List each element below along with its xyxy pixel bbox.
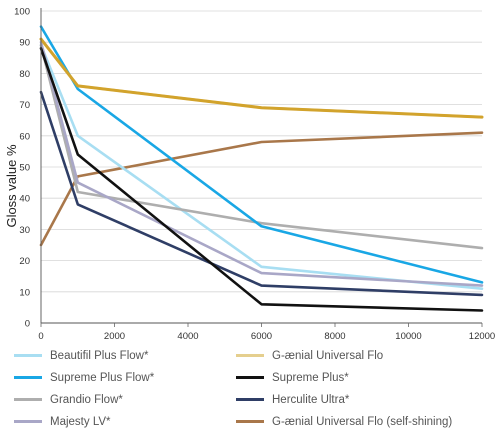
legend-swatch [236,420,264,423]
series-line-g-aenial-universal-flo-overlay [39,37,484,119]
legend-swatch [236,354,264,357]
legend-label: Beautifil Plus Flow* [50,349,149,362]
legend-label: Grandio Flow* [50,393,123,406]
y-tick-label: 10 [19,287,30,298]
y-tick-label: 30 [19,225,30,236]
series-line-beautifil-plus-flow [39,43,484,291]
legend-item-majesty-lv: Majesty LV* [14,412,236,431]
x-tick-label: 2000 [104,331,125,342]
y-tick-label: 90 [19,38,30,49]
gloss-line-chart: 0 10 20 30 40 50 60 70 80 90 100 0 2000 4000 6000 8000 1… [4,7,495,343]
legend-label: Majesty LV* [50,415,111,428]
legend-item-g-aenial-universal-flo: G-ænial Universal Flo [236,346,486,365]
y-tick-label: 40 [19,194,30,205]
series-line-g-nial-universal-flo [39,37,484,119]
y-tick-label: 50 [19,163,30,174]
x-tick-label: 10000 [395,331,421,342]
x-tick-label: 4000 [177,331,198,342]
axes [40,8,482,324]
legend-item-supreme-plus-flow: Supreme Plus Flow* [14,368,236,387]
legend-label: Herculite Ultra* [272,393,350,406]
series-line-herculite-ultra [39,90,484,297]
y-tick-label: 20 [19,256,30,267]
legend-label: Supreme Plus Flow* [50,371,155,384]
series-line-majesty-lv [39,40,484,287]
legend-swatch [14,376,42,379]
x-tick-label: 12000 [469,331,495,342]
y-tick-label: 0 [25,319,30,330]
series-lines [39,25,484,312]
series-line-grandio-flow [39,43,484,250]
y-axis-label: Gloss value % [4,144,19,228]
y-tick-label: 70 [19,100,30,111]
x-tick-label: 8000 [324,331,345,342]
legend-item-supreme-plus: Supreme Plus* [236,368,486,387]
series-line-supreme-plus [39,47,484,312]
legend-label: Supreme Plus* [272,371,349,384]
series-line-g-nial-universal-flo-self-shining [39,131,484,247]
legend-swatch [236,376,264,379]
legend-label: G-ænial Universal Flo [272,349,384,362]
x-tick-label: 6000 [251,331,272,342]
x-tick-label: 0 [38,331,43,342]
legend-item-herculite-ultra: Herculite Ultra* [236,390,486,409]
legend-item-g-aenial-universal-flo-self-shining: G-ænial Universal Flo (self-shining) [236,412,486,431]
legend-swatch [236,398,264,401]
legend-swatch [14,398,42,401]
y-tick-label: 80 [19,69,30,80]
y-tick-label: 60 [19,131,30,142]
tick-labels: 0 10 20 30 40 50 60 70 80 90 100 0 2000 4000 6000 8000 1… [14,7,495,343]
legend-swatch [14,354,42,357]
y-tick-label: 100 [14,7,30,18]
legend-item-beautifil-plus-flow: Beautifil Plus Flow* [14,346,236,365]
y-gridlines [41,10,482,293]
series-line-supreme-plus-flow [39,25,484,284]
legend-swatch [14,420,42,423]
legend: Beautifil Plus Flow* G-ænial Universal F… [14,346,494,431]
legend-item-grandio-flow: Grandio Flow* [14,390,236,409]
legend-label: G-ænial Universal Flo (self-shining) [272,415,453,428]
